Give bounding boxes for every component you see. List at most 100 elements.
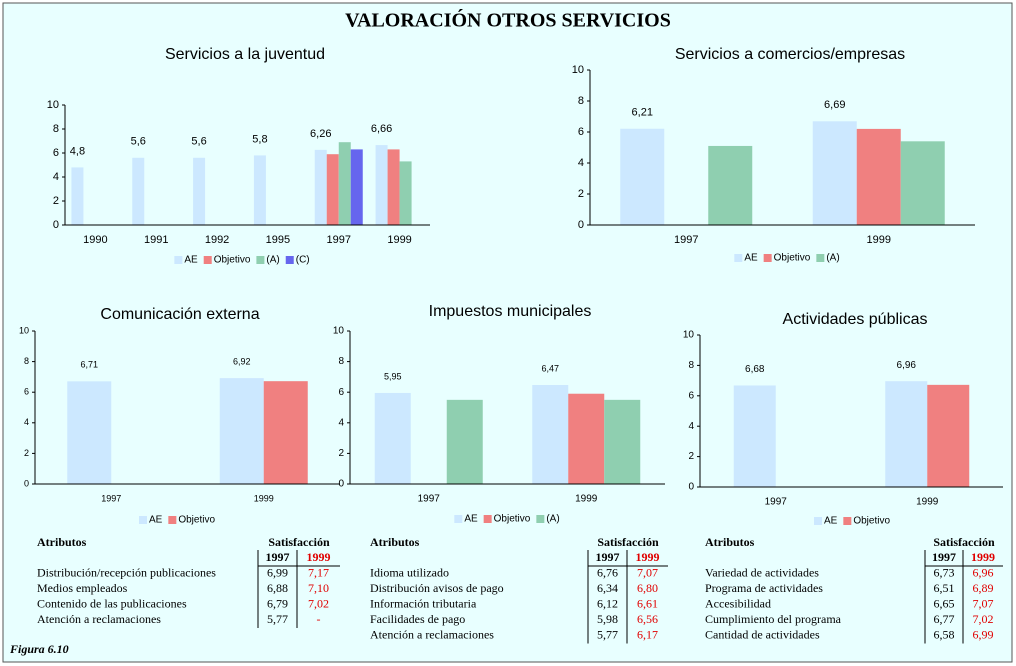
y-tick-label: 0 xyxy=(24,478,29,488)
value-label: 5,6 xyxy=(131,136,146,148)
cell-1997: 6,12 xyxy=(597,597,618,611)
legend-label: AE xyxy=(184,255,198,266)
value-label: 4,8 xyxy=(70,145,85,157)
cell-1999: 7,17 xyxy=(308,566,329,580)
bar xyxy=(708,145,753,225)
bar xyxy=(71,167,84,225)
legend-swatch xyxy=(138,516,147,524)
cell-1999: 6,89 xyxy=(973,581,994,595)
x-tick-label: 1997 xyxy=(418,494,441,505)
legend-swatch xyxy=(734,254,743,262)
bar xyxy=(253,155,266,225)
x-tick-label: 1999 xyxy=(867,234,891,246)
chart-title: Servicios a comercios/empresas xyxy=(675,46,905,63)
y-tick-label: 0 xyxy=(578,219,584,231)
legend-swatch xyxy=(454,515,463,523)
bar xyxy=(219,378,264,484)
bar xyxy=(375,145,388,225)
y-tick-label: 0 xyxy=(338,479,344,490)
cell-1997: 6,76 xyxy=(597,566,618,580)
y-tick-label: 8 xyxy=(578,95,584,107)
legend-label: AE xyxy=(744,253,758,264)
y-tick-label: 6 xyxy=(53,147,59,159)
cell-1999: 7,10 xyxy=(308,581,329,595)
legend-label: AE xyxy=(464,514,478,525)
legend-swatch xyxy=(174,256,183,264)
value-label: 6,26 xyxy=(310,128,331,140)
bar xyxy=(350,149,363,225)
table-header: Satisfacción xyxy=(933,535,995,549)
bar xyxy=(399,161,412,225)
y-tick-label: 2 xyxy=(24,448,29,458)
cell-1999: 6,61 xyxy=(637,597,658,611)
bar xyxy=(812,121,857,225)
cell-1997: 6,73 xyxy=(934,566,955,580)
year-header: 1999 xyxy=(307,550,331,564)
value-label: 5,6 xyxy=(191,136,206,148)
row-label: Atención a reclamaciones xyxy=(37,612,161,626)
legend-label: (A) xyxy=(826,253,839,264)
value-label: 6,96 xyxy=(897,360,917,371)
legend-swatch xyxy=(816,254,825,262)
legend-label: (A) xyxy=(266,255,279,266)
cell-1997: 6,65 xyxy=(934,597,955,611)
bar xyxy=(387,149,400,225)
value-label: 6,69 xyxy=(824,99,845,111)
legend-swatch xyxy=(813,517,822,525)
x-tick-label: 1997 xyxy=(674,234,698,246)
y-tick-label: 4 xyxy=(688,421,694,432)
y-tick-label: 0 xyxy=(688,482,694,493)
bar xyxy=(900,141,945,225)
chart-title: Servicios a la juventud xyxy=(165,46,325,63)
value-label: 5,8 xyxy=(252,133,267,145)
y-tick-label: 8 xyxy=(688,360,694,371)
x-tick-label: 1990 xyxy=(83,234,107,246)
x-tick-label: 1997 xyxy=(101,493,121,503)
legend-label: AE xyxy=(824,516,838,527)
y-tick-label: 2 xyxy=(338,448,344,459)
y-tick-label: 2 xyxy=(578,188,584,200)
y-tick-label: 6 xyxy=(338,387,344,398)
bar xyxy=(338,142,351,225)
legend-label: Objetivo xyxy=(774,253,811,264)
y-tick-label: 4 xyxy=(53,171,59,183)
x-tick-label: 1992 xyxy=(205,234,229,246)
y-tick-label: 8 xyxy=(338,356,344,367)
y-tick-label: 8 xyxy=(53,123,59,135)
y-tick-label: 6 xyxy=(24,387,29,397)
bar xyxy=(446,399,483,484)
row-label: Contenido de las publicaciones xyxy=(37,597,187,611)
bar xyxy=(374,392,411,484)
row-label: Programa de actividades xyxy=(705,581,823,595)
cell-1999: 6,99 xyxy=(973,628,994,642)
bar xyxy=(263,381,308,484)
row-label: Cantidad de actividades xyxy=(705,628,820,642)
legend-label: (A) xyxy=(546,514,559,525)
y-tick-label: 10 xyxy=(47,99,59,111)
bar xyxy=(67,381,112,484)
page-title: VALORACIÓN OTROS SERVICIOS xyxy=(345,8,671,32)
x-tick-label: 1997 xyxy=(765,497,788,508)
cell-1997: 6,77 xyxy=(934,612,955,626)
y-tick-label: 8 xyxy=(24,356,29,366)
legend-swatch xyxy=(285,256,294,264)
cell-1999: 7,02 xyxy=(973,612,994,626)
cell-1997: 6,51 xyxy=(934,581,955,595)
cell-1997: 6,58 xyxy=(934,628,955,642)
figure-label: Figura 6.10 xyxy=(9,642,69,656)
cell-1997: 5,77 xyxy=(597,628,618,642)
bar xyxy=(927,384,970,487)
bar xyxy=(620,128,665,225)
legend-label: Objetivo xyxy=(214,255,251,266)
y-tick-label: 4 xyxy=(338,417,344,428)
value-label: 6,71 xyxy=(80,360,98,370)
y-tick-label: 4 xyxy=(578,157,584,169)
legend-swatch xyxy=(168,516,177,524)
value-label: 5,95 xyxy=(384,371,402,381)
row-label: Idioma utilizado xyxy=(370,566,449,580)
cell-1999: 6,56 xyxy=(637,612,658,626)
bar xyxy=(885,381,928,487)
bar xyxy=(326,154,339,225)
row-label: Variedad de actividades xyxy=(705,566,819,580)
